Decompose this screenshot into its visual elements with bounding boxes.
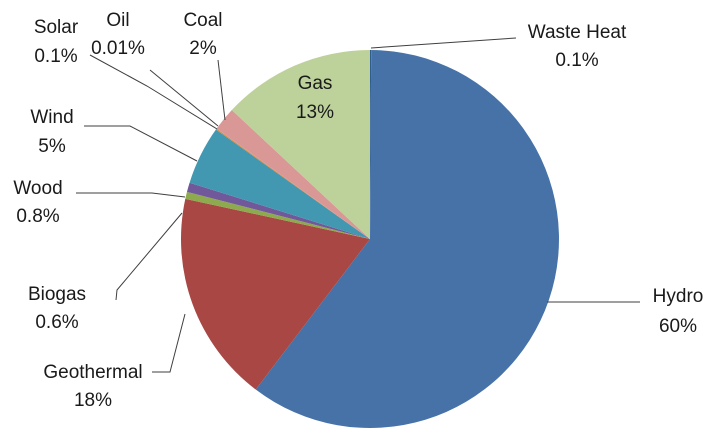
leader-line-waste-heat (370, 37, 517, 49)
pie-slices (180, 49, 559, 428)
slice-coal (216, 110, 370, 239)
slice-hydro (255, 50, 559, 428)
label-geothermal-value: 18% (74, 390, 112, 411)
label-oil-name: Oil (106, 10, 129, 31)
leader-lines (76, 37, 640, 373)
label-coal-name: Coal (183, 10, 222, 31)
label-geothermal-name: Geothermal (43, 362, 142, 383)
label-gas-name: Gas (298, 73, 333, 94)
slice-labels: Waste Heat 0.1% Hydro 60% Geothermal 18%… (13, 10, 703, 411)
label-solar-value: 0.1% (34, 46, 77, 67)
label-biogas-name: Biogas (28, 284, 86, 305)
leader-line-wood (76, 192, 186, 198)
slice-oil (216, 128, 370, 239)
label-wind-value: 5% (38, 136, 66, 157)
label-biogas-value: 0.6% (35, 312, 78, 333)
slice-geothermal (180, 198, 370, 390)
label-coal-value: 2% (189, 38, 217, 59)
slice-solar (215, 128, 370, 239)
label-waste-heat-name: Waste Heat (528, 22, 627, 43)
leader-line-oil (149, 69, 219, 127)
leader-line-biogas (115, 212, 183, 301)
label-wind-name: Wind (30, 107, 73, 128)
label-oil-value: 0.01% (91, 38, 145, 59)
slice-waste-heat (370, 49, 372, 239)
leader-line-solar (89, 54, 218, 130)
slice-gas (231, 49, 370, 239)
leader-line-wind (84, 125, 198, 162)
label-waste-heat-value: 0.1% (555, 50, 598, 71)
label-solar-name: Solar (34, 17, 79, 38)
slice-wind (189, 129, 370, 239)
label-hydro-value: 60% (659, 316, 697, 337)
label-gas-value: 13% (296, 102, 334, 123)
leader-line-coal (217, 59, 226, 121)
slice-biogas (185, 191, 370, 239)
label-hydro-name: Hydro (653, 286, 704, 307)
leader-line-geothermal (152, 313, 186, 373)
label-wood-name: Wood (13, 178, 62, 199)
slice-wood (186, 182, 370, 239)
label-wood-value: 0.8% (16, 206, 59, 227)
